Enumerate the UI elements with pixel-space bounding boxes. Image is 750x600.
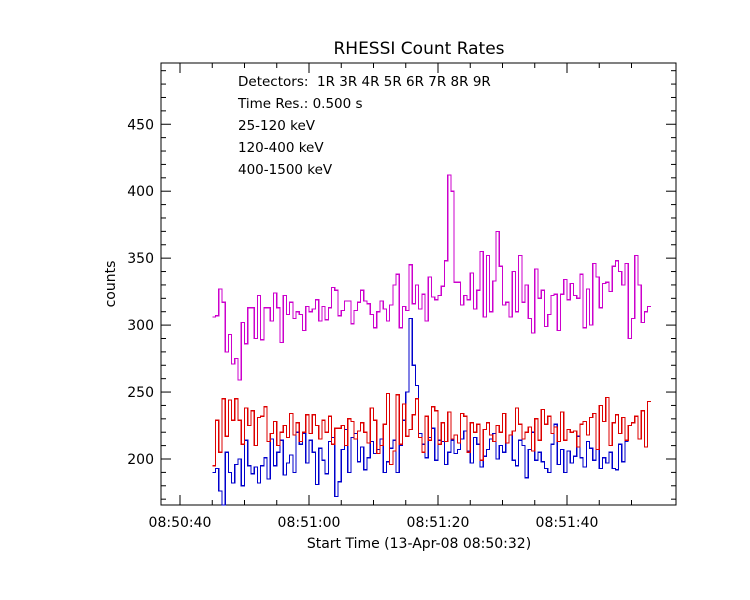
x-tick-label: 08:51:20	[407, 515, 470, 531]
legend-entry-400-1500kev: 400-1500 keV	[238, 162, 333, 178]
x-axis-label: Start Time (13-Apr-08 08:50:32)	[307, 536, 531, 552]
plot-frame	[160, 62, 677, 506]
annotation-detectors: Detectors: 1R 3R 4R 5R 6R 7R 8R 9R	[238, 74, 491, 90]
series-400-1500kev	[212, 392, 651, 467]
x-tick-label: 08:51:40	[536, 515, 599, 531]
series-120-400kev	[212, 174, 651, 381]
y-tick-label: 200	[127, 452, 154, 468]
x-axis: 08:50:40 08:51:00 08:51:20 08:51:40	[149, 63, 632, 531]
series-25-120kev	[212, 317, 629, 506]
y-axis-label: counts	[103, 261, 119, 308]
y-axis: 200 250 300 350 400 450	[127, 70, 676, 500]
y-tick-label: 400	[127, 184, 154, 200]
x-tick-label: 08:51:00	[278, 515, 341, 531]
series-group	[212, 174, 651, 506]
y-tick-label: 450	[127, 117, 154, 133]
y-tick-label: 350	[127, 251, 154, 267]
annotation-time-res: Time Res.: 0.500 s	[237, 96, 363, 112]
y-tick-label: 300	[127, 318, 154, 334]
x-tick-label: 08:50:40	[149, 515, 212, 531]
legend-entry-25-120kev: 25-120 keV	[238, 118, 316, 134]
chart-title: RHESSI Count Rates	[333, 39, 504, 59]
legend: Detectors: 1R 3R 4R 5R 6R 7R 8R 9R Time …	[237, 74, 491, 178]
legend-entry-120-400kev: 120-400 keV	[238, 140, 324, 156]
y-tick-label: 250	[127, 385, 154, 401]
